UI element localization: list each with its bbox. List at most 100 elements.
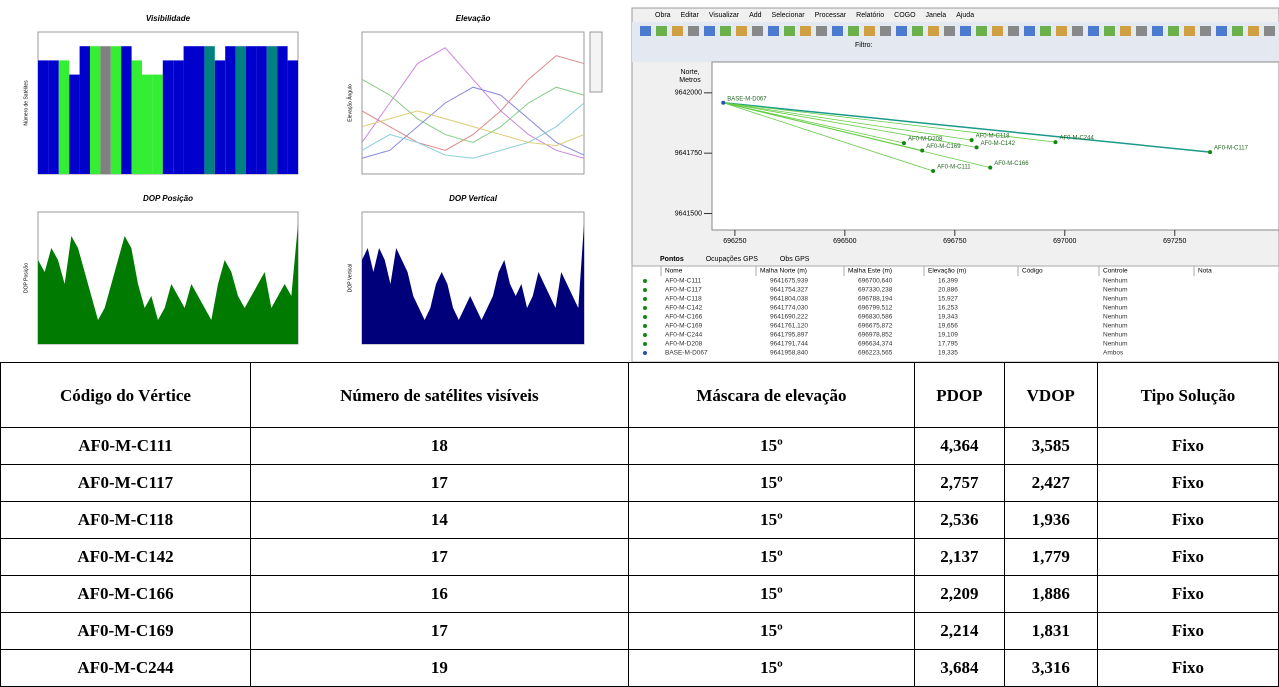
grid-header: Controle xyxy=(1103,268,1128,275)
survey-point[interactable] xyxy=(721,101,725,105)
grid-cell: 9641761,120 xyxy=(770,323,808,330)
toolbar-icon[interactable] xyxy=(800,26,811,36)
tab[interactable]: Pontos xyxy=(660,256,684,263)
toolbar-icon[interactable] xyxy=(1024,26,1035,36)
toolbar-icon[interactable] xyxy=(1120,26,1131,36)
survey-point[interactable] xyxy=(1208,150,1212,154)
toolbar-icon[interactable] xyxy=(1088,26,1099,36)
table-cell: 2,427 xyxy=(1004,465,1097,502)
grid-cell: Nenhum xyxy=(1103,314,1128,321)
toolbar-icon[interactable] xyxy=(672,26,683,36)
toolbar-icon[interactable] xyxy=(688,26,699,36)
menu-item[interactable]: COGO xyxy=(894,12,916,19)
toolbar-icon[interactable] xyxy=(1168,26,1179,36)
table-cell: AF0-M-C169 xyxy=(1,613,251,650)
table-row: AF0-M-C1421715º2,1371,779Fixo xyxy=(1,539,1279,576)
grid-header: Elevação (m) xyxy=(928,268,966,275)
toolbar-icon[interactable] xyxy=(784,26,795,36)
menu-item[interactable]: Visualizar xyxy=(709,12,740,19)
table-cell: 19 xyxy=(250,650,628,687)
toolbar-icon[interactable] xyxy=(816,26,827,36)
menu-item[interactable]: Processar xyxy=(815,12,847,19)
chart-title: Visibilidade xyxy=(146,14,191,23)
grid-cell: AF0-M-C142 xyxy=(665,305,703,312)
grid-cell: 9641795,897 xyxy=(770,332,808,339)
grid-cell: 19,109 xyxy=(938,332,958,339)
point-label: AF0-M-C118 xyxy=(976,134,1011,140)
toolbar-icon[interactable] xyxy=(1056,26,1067,36)
toolbar-icon[interactable] xyxy=(1232,26,1243,36)
menu-item[interactable]: Obra xyxy=(655,12,671,19)
grid-cell: 696799,512 xyxy=(858,305,893,312)
survey-point[interactable] xyxy=(988,166,992,170)
table-cell: AF0-M-C166 xyxy=(1,576,251,613)
grid-cell: 9641690,222 xyxy=(770,314,808,321)
row-icon xyxy=(643,324,647,328)
menu-item[interactable]: Add xyxy=(749,12,762,19)
survey-point[interactable] xyxy=(1053,140,1057,144)
survey-point[interactable] xyxy=(931,169,935,173)
toolbar-icon[interactable] xyxy=(912,26,923,36)
bar xyxy=(173,60,183,174)
point-label: AF0-M-D208 xyxy=(908,137,943,143)
toolbar-icon[interactable] xyxy=(1184,26,1195,36)
table-cell: AF0-M-C244 xyxy=(1,650,251,687)
grid-cell: AF0-M-C244 xyxy=(665,332,703,339)
grid-cell: Ambos xyxy=(1103,350,1124,357)
y-axis-label: Norte, xyxy=(680,69,699,76)
toolbar-icon[interactable] xyxy=(640,26,651,36)
toolbar-icon[interactable] xyxy=(1040,26,1051,36)
y-tick-label: 9641750 xyxy=(675,150,702,157)
toolbar-icon[interactable] xyxy=(720,26,731,36)
toolbar-icon[interactable] xyxy=(1008,26,1019,36)
survey-point[interactable] xyxy=(975,145,979,149)
table-cell: Fixo xyxy=(1097,428,1278,465)
toolbar-icon[interactable] xyxy=(928,26,939,36)
toolbar-icon[interactable] xyxy=(1136,26,1147,36)
toolbar-icon[interactable] xyxy=(896,26,907,36)
toolbar-icon[interactable] xyxy=(864,26,875,36)
toolbar-icon[interactable] xyxy=(832,26,843,36)
toolbar-icon[interactable] xyxy=(1200,26,1211,36)
toolbar-icon[interactable] xyxy=(992,26,1003,36)
bar xyxy=(225,46,235,174)
table-cell: AF0-M-C118 xyxy=(1,502,251,539)
grid-cell: 9641754,327 xyxy=(770,287,808,294)
menu-item[interactable]: Editar xyxy=(681,12,700,19)
table-row: AF0-M-C1171715º2,7572,427Fixo xyxy=(1,465,1279,502)
toolbar-icon[interactable] xyxy=(752,26,763,36)
menu-item[interactable]: Ajuda xyxy=(956,12,974,19)
toolbar-icon[interactable] xyxy=(1104,26,1115,36)
grid-header: Malha Este (m) xyxy=(848,268,892,275)
toolbar-icon[interactable] xyxy=(1152,26,1163,36)
toolbar-icon[interactable] xyxy=(704,26,715,36)
toolbar-icon[interactable] xyxy=(1264,26,1275,36)
toolbar-icon[interactable] xyxy=(1248,26,1259,36)
menu-item[interactable]: Janela xyxy=(926,12,947,19)
toolbar-icon[interactable] xyxy=(880,26,891,36)
tab[interactable]: Obs GPS xyxy=(780,256,810,263)
grid-cell: 696634,374 xyxy=(858,341,893,348)
toolbar-icon[interactable] xyxy=(768,26,779,36)
table-cell: 1,831 xyxy=(1004,613,1097,650)
survey-point[interactable] xyxy=(920,148,924,152)
menu-item[interactable]: Relatório xyxy=(856,12,884,19)
survey-point[interactable] xyxy=(902,141,906,145)
toolbar-icon[interactable] xyxy=(656,26,667,36)
table-cell: 3,316 xyxy=(1004,650,1097,687)
table-cell: Fixo xyxy=(1097,613,1278,650)
table-cell: 1,779 xyxy=(1004,539,1097,576)
grid-cell: 696223,565 xyxy=(858,350,893,357)
toolbar-icon[interactable] xyxy=(960,26,971,36)
grid-cell: AF0-M-C169 xyxy=(665,323,703,330)
toolbar-icon[interactable] xyxy=(848,26,859,36)
toolbar-icon[interactable] xyxy=(1072,26,1083,36)
toolbar-icon[interactable] xyxy=(1216,26,1227,36)
menu-item[interactable]: Selecionar xyxy=(772,12,806,19)
toolbar-icon[interactable] xyxy=(976,26,987,36)
survey-point[interactable] xyxy=(970,138,974,142)
toolbar-icon[interactable] xyxy=(944,26,955,36)
tab[interactable]: Ocupações GPS xyxy=(706,256,758,263)
toolbar-icon[interactable] xyxy=(736,26,747,36)
